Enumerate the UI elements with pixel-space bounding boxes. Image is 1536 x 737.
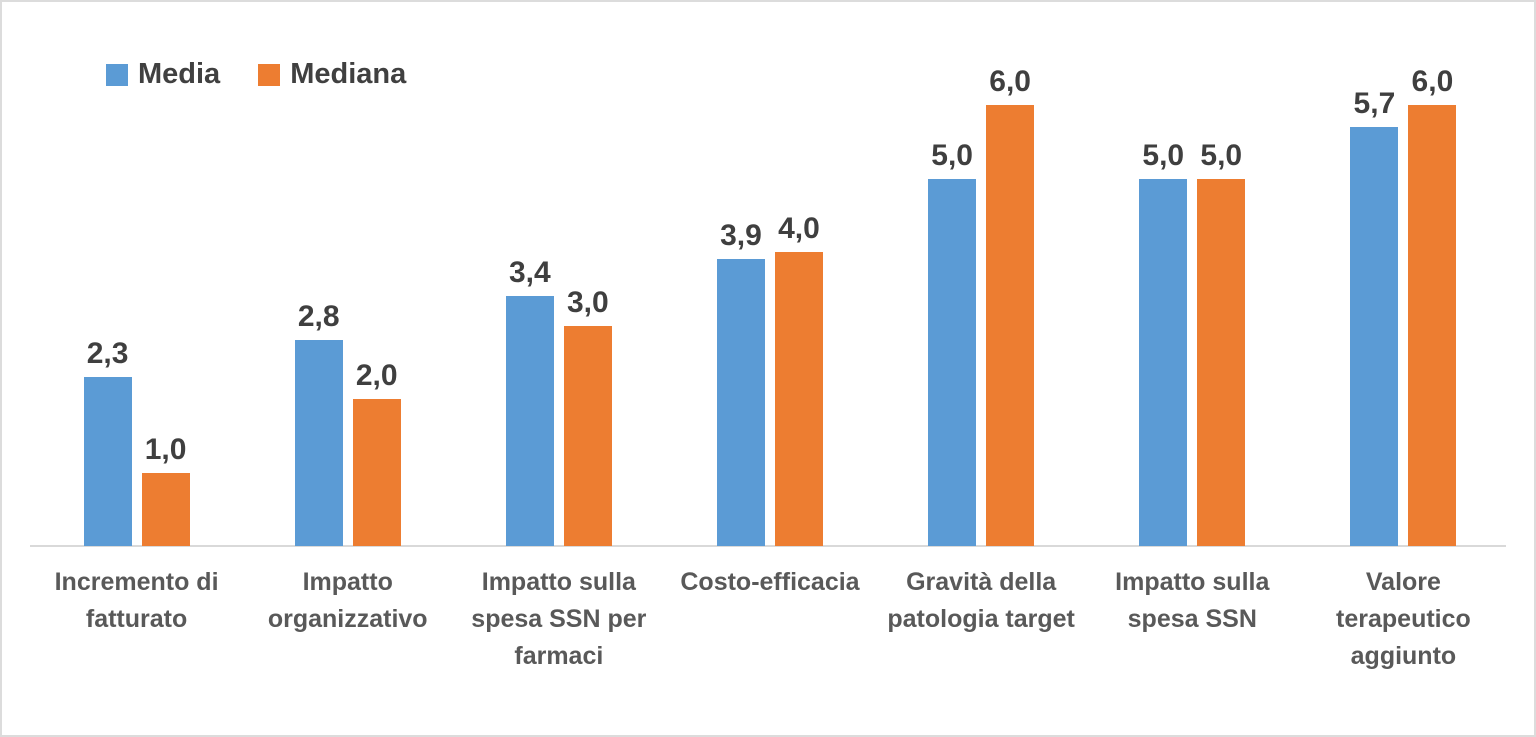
bar-group: 2,3 1,0 bbox=[31, 2, 242, 546]
category-label: Impatto sulla spesa SSN per farmaci bbox=[471, 568, 647, 670]
bar-mediana bbox=[563, 325, 612, 546]
category-axis-labels: Incremento di fatturato Impatto organizza… bbox=[31, 564, 1509, 675]
legend-label-media: Media bbox=[138, 58, 221, 90]
bar-media bbox=[83, 376, 132, 546]
data-label-mediana: 6,0 bbox=[1411, 65, 1454, 98]
data-label-mediana: 5,0 bbox=[1200, 138, 1243, 172]
data-label-media: 3,4 bbox=[508, 256, 551, 290]
bar-group: 3,9 4,0 bbox=[664, 2, 875, 546]
bar-media bbox=[294, 340, 343, 546]
data-label-mediana: 4,0 bbox=[778, 212, 820, 245]
bar-wrap-mediana: 1,0 bbox=[141, 432, 190, 546]
bar-mediana bbox=[1197, 178, 1246, 546]
data-label-mediana: 2,0 bbox=[355, 359, 398, 392]
bar-wrap-mediana: 6,0 bbox=[1408, 65, 1457, 546]
data-label-media: 5,0 bbox=[1142, 138, 1185, 172]
bar-mediana bbox=[141, 472, 190, 546]
bar-media bbox=[928, 178, 977, 546]
legend-item-media: Media bbox=[106, 60, 220, 89]
bar-wrap-mediana: 6,0 bbox=[986, 65, 1035, 546]
bar-group: 5,0 5,0 bbox=[1087, 2, 1298, 546]
chart-legend: Media Mediana bbox=[106, 60, 406, 89]
bar-group: 5,0 6,0 bbox=[876, 2, 1087, 546]
data-label-media: 5,7 bbox=[1353, 87, 1396, 121]
bar-wrap-mediana: 3,0 bbox=[563, 285, 612, 546]
data-label-media: 2,8 bbox=[297, 300, 340, 334]
bar-group: 3,4 3,0 bbox=[453, 2, 664, 546]
legend-item-mediana: Mediana bbox=[258, 60, 406, 89]
category-label: Impatto organizzativo bbox=[267, 568, 428, 633]
data-label-mediana: 1,0 bbox=[144, 432, 187, 466]
bar-wrap-mediana: 4,0 bbox=[774, 212, 823, 546]
bar-group: 5,7 6,0 bbox=[1298, 2, 1509, 546]
bar-media bbox=[1139, 178, 1188, 546]
bar-wrap-media: 5,0 bbox=[1139, 138, 1188, 546]
data-label-media: 3,9 bbox=[720, 219, 762, 253]
bar-wrap-media: 5,7 bbox=[1350, 87, 1399, 546]
bar-media bbox=[1350, 127, 1399, 546]
category-label: Gravità della patologia target bbox=[887, 568, 1075, 633]
data-label-media: 5,0 bbox=[931, 138, 973, 172]
bar-wrap-media: 3,4 bbox=[505, 256, 554, 546]
bar-wrap-media: 2,8 bbox=[294, 300, 343, 546]
plot-area: 2,3 1,0 2,8 2,0 3,4 3,0 3,9 4,0 5,0 6,0 5,0 5,0 5,7 6… bbox=[31, 2, 1509, 546]
legend-swatch-mediana-icon bbox=[258, 63, 281, 86]
bar-group: 2,8 2,0 bbox=[242, 2, 453, 546]
bar-media bbox=[716, 259, 765, 546]
category-label: Valore terapeutico aggiunto bbox=[1336, 568, 1471, 670]
bar-wrap-media: 5,0 bbox=[928, 138, 977, 546]
data-label-mediana: 3,0 bbox=[566, 285, 609, 319]
bar-mediana bbox=[352, 399, 401, 546]
category-label: Incremento di fatturato bbox=[54, 568, 219, 633]
x-axis-line bbox=[30, 545, 1506, 547]
bar-media bbox=[505, 296, 554, 546]
bar-wrap-mediana: 5,0 bbox=[1197, 138, 1246, 546]
bar-mediana bbox=[986, 105, 1035, 546]
legend-label-mediana: Mediana bbox=[290, 58, 407, 90]
bar-wrap-mediana: 2,0 bbox=[352, 359, 401, 546]
bar-mediana bbox=[1408, 105, 1457, 546]
category-label: Impatto sulla spesa SSN bbox=[1115, 568, 1270, 633]
bar-wrap-media: 3,9 bbox=[716, 219, 765, 546]
legend-swatch-media-icon bbox=[106, 63, 128, 86]
bar-wrap-media: 2,3 bbox=[83, 336, 132, 546]
category-label: Costo-efficacia bbox=[680, 568, 860, 596]
bar-mediana bbox=[774, 252, 823, 546]
data-label-media: 2,3 bbox=[86, 336, 129, 370]
data-label-mediana: 6,0 bbox=[989, 65, 1031, 98]
